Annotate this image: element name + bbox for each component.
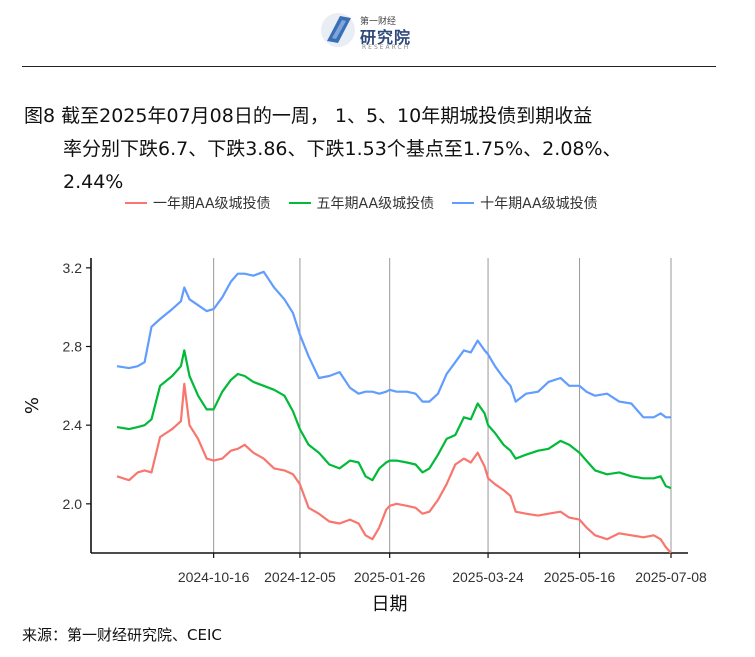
logo-emblem-icon [321, 13, 355, 47]
legend-item-10y: 十年期AA级城投债 [452, 193, 598, 213]
x-axis-label: 日期 [372, 594, 408, 615]
x-tick-label: 2024-10-16 [178, 569, 250, 585]
x-tick-label: 2025-05-16 [544, 569, 616, 585]
legend-swatch-5y [288, 202, 311, 204]
legend-swatch-1y [125, 202, 147, 204]
legend-label-10y: 十年期AA级城投债 [480, 196, 598, 212]
logo-sub-text: RESEARCH [362, 44, 411, 51]
figure-title-line1: 图8 截至2025年07月08日的一周， 1、5、10年期城投债到期收益 [24, 105, 593, 127]
y-tick-label: 2.4 [63, 417, 83, 433]
figure-title-line2: 率分别下跌6.7、下跌3.86、下跌1.53个基点至1.75%、2.08%、 [63, 138, 622, 160]
y-tick-label: 2.0 [63, 496, 83, 512]
series-line-5y [116, 349, 672, 490]
header-divider [22, 66, 716, 67]
x-tick-label: 2025-01-26 [354, 569, 426, 585]
x-tick-label: 2025-07-08 [635, 569, 707, 585]
research-logo: 第一财经 研究院 RESEARCH [318, 8, 428, 52]
legend-item-1y: 一年期AA级城投债 [125, 193, 271, 213]
legend-swatch-10y [452, 202, 475, 204]
y-tick-label: 3.2 [63, 260, 83, 276]
source-note: 来源：第一财经研究院、CEIC [22, 626, 222, 644]
figure-title: 图8 截至2025年07月08日的一周， 1、5、10年期城投债到期收益 率分别… [24, 100, 724, 199]
x-tick-label: 2025-03-24 [452, 569, 524, 585]
y-tick-label: 2.8 [63, 339, 83, 355]
legend-label-5y: 五年期AA级城投债 [316, 196, 435, 212]
y-axis-label: % [22, 397, 43, 414]
logo-top-text: 第一财经 [360, 17, 397, 27]
figure-title-line3: 2.44% [63, 171, 124, 193]
chart-legend: 一年期AA级城投债 五年期AA级城投债 十年期AA级城投债 [125, 193, 616, 213]
legend-label-1y: 一年期AA级城投债 [153, 196, 271, 212]
legend-item-5y: 五年期AA级城投债 [288, 193, 435, 213]
logo-main-text: 研究院 [360, 28, 412, 47]
series-line-1y [116, 382, 672, 554]
series-line-10y [116, 270, 671, 419]
x-tick-label: 2024-12-05 [264, 569, 336, 585]
